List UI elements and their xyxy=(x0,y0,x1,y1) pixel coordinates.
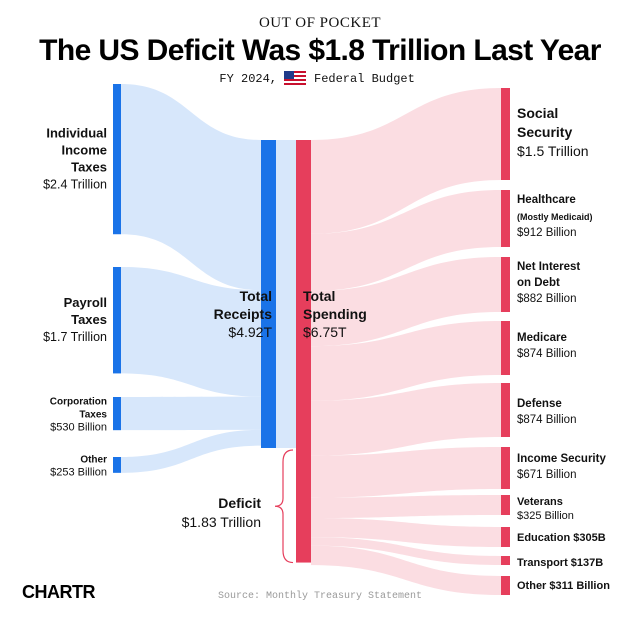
label-layer: Individual Income Taxes $2.4 Trillion Payrol… xyxy=(43,105,610,592)
value-payroll-taxes: $1.7 Trillion xyxy=(43,330,107,344)
flow-receipts-to-spending xyxy=(276,140,296,448)
label-social-security: Social xyxy=(517,105,558,121)
label-payroll-taxes: Payroll xyxy=(64,295,107,310)
label-corporation-taxes: Corporation xyxy=(50,397,107,408)
flow-spending-to-veterans xyxy=(311,495,501,518)
flow-spending-to-medicare xyxy=(311,321,501,401)
label-total-receipts: Receipts xyxy=(214,306,273,322)
value-medicare: $874 Billion xyxy=(517,348,576,360)
value-total-receipts: $4.92T xyxy=(228,324,272,340)
flow-spending-to-other xyxy=(311,545,501,595)
flow-corporation-taxes-to-receipts xyxy=(121,396,261,431)
label-individual-income-taxes: Taxes xyxy=(71,160,107,175)
bar-net-interest-on-debt xyxy=(501,257,510,312)
value-social-security: $1.5 Trillion xyxy=(517,143,589,159)
chart-title: The US Deficit Was $1.8 Trillion Last Ye… xyxy=(39,34,602,67)
value-healthcare: $912 Billion xyxy=(517,227,576,239)
bar-other xyxy=(501,576,510,595)
bar-layer xyxy=(113,84,510,595)
deficit-bracket xyxy=(274,449,294,564)
bar-individual-income-taxes xyxy=(113,84,121,235)
value-deficit: $1.83 Trillion xyxy=(182,514,261,530)
label-individual-income-taxes: Individual xyxy=(46,126,107,141)
value-individual-income-taxes: $2.4 Trillion xyxy=(43,178,107,192)
flow-spending-to-defense xyxy=(311,383,501,456)
label-transport: Transport $137B xyxy=(517,557,603,569)
us-flag-icon xyxy=(284,71,306,85)
subtitle-budget: Federal Budget xyxy=(314,72,415,86)
kicker: OUT OF POCKET xyxy=(259,15,381,31)
label-defense: Defense xyxy=(517,398,562,410)
bar-transport xyxy=(501,556,510,565)
label-net-interest: Net Interest xyxy=(517,261,580,273)
value-veterans: $325 Billion xyxy=(517,510,574,522)
flow-spending-to-transport xyxy=(311,537,501,565)
flow-payroll-taxes-to-receipts xyxy=(121,267,261,397)
bar-total-receipts xyxy=(261,140,276,448)
flow-individual-income-taxes-to-receipts xyxy=(121,84,261,291)
label-other: Other xyxy=(80,454,107,465)
bar-corporation-taxes xyxy=(113,397,121,431)
label-income-security: Income Security xyxy=(517,453,606,465)
flow-layer xyxy=(121,84,501,595)
label-total-spending: Spending xyxy=(303,306,367,322)
bar-payroll-taxes xyxy=(113,267,121,374)
flow-spending-to-net-interest-on-debt xyxy=(311,257,501,347)
value-income-security: $671 Billion xyxy=(517,469,576,481)
label-deficit: Deficit xyxy=(218,495,261,511)
label-healthcare: Healthcare xyxy=(517,194,576,206)
label-net-interest: on Debt xyxy=(517,277,560,289)
bar-education xyxy=(501,527,510,547)
source-note: Source: Monthly Treasury Statement xyxy=(218,590,422,602)
label-veterans: Veterans xyxy=(517,496,563,508)
chartr-logo: CHARTR xyxy=(22,582,95,602)
bar-healthcare xyxy=(501,190,510,247)
bar-social-security xyxy=(501,88,510,180)
label-payroll-taxes: Taxes xyxy=(71,312,107,327)
bar-total-spending xyxy=(296,140,311,563)
note-healthcare: (Mostly Medicaid) xyxy=(517,212,593,222)
value-total-spending: $6.75T xyxy=(303,324,347,340)
flow-other-to-receipts xyxy=(121,429,261,473)
flow-spending-to-education xyxy=(311,517,501,547)
label-social-security: Security xyxy=(517,124,572,140)
label-education: Education $305B xyxy=(517,532,606,544)
bar-defense xyxy=(501,383,510,437)
value-corporation-taxes: $530 Billion xyxy=(50,422,107,434)
flow-spending-to-healthcare xyxy=(311,190,501,291)
bar-veterans xyxy=(501,495,510,515)
bar-income-security xyxy=(501,447,510,489)
flow-spending-to-income-security xyxy=(311,447,501,498)
label-corporation-taxes: Taxes xyxy=(79,410,107,421)
subtitle-year: FY 2024, xyxy=(219,72,277,86)
flow-spending-to-social-security xyxy=(311,88,501,234)
value-other: $253 Billion xyxy=(50,466,107,478)
bar-other xyxy=(113,457,121,473)
label-total-receipts: Total xyxy=(240,288,272,304)
bar-medicare xyxy=(501,321,510,375)
label-total-spending: Total xyxy=(303,288,335,304)
value-defense: $874 Billion xyxy=(517,414,576,426)
label-other-spending: Other $311 Billion xyxy=(517,580,610,592)
label-individual-income-taxes: Income xyxy=(61,143,107,158)
value-net-interest: $882 Billion xyxy=(517,293,576,305)
label-medicare: Medicare xyxy=(517,332,567,344)
